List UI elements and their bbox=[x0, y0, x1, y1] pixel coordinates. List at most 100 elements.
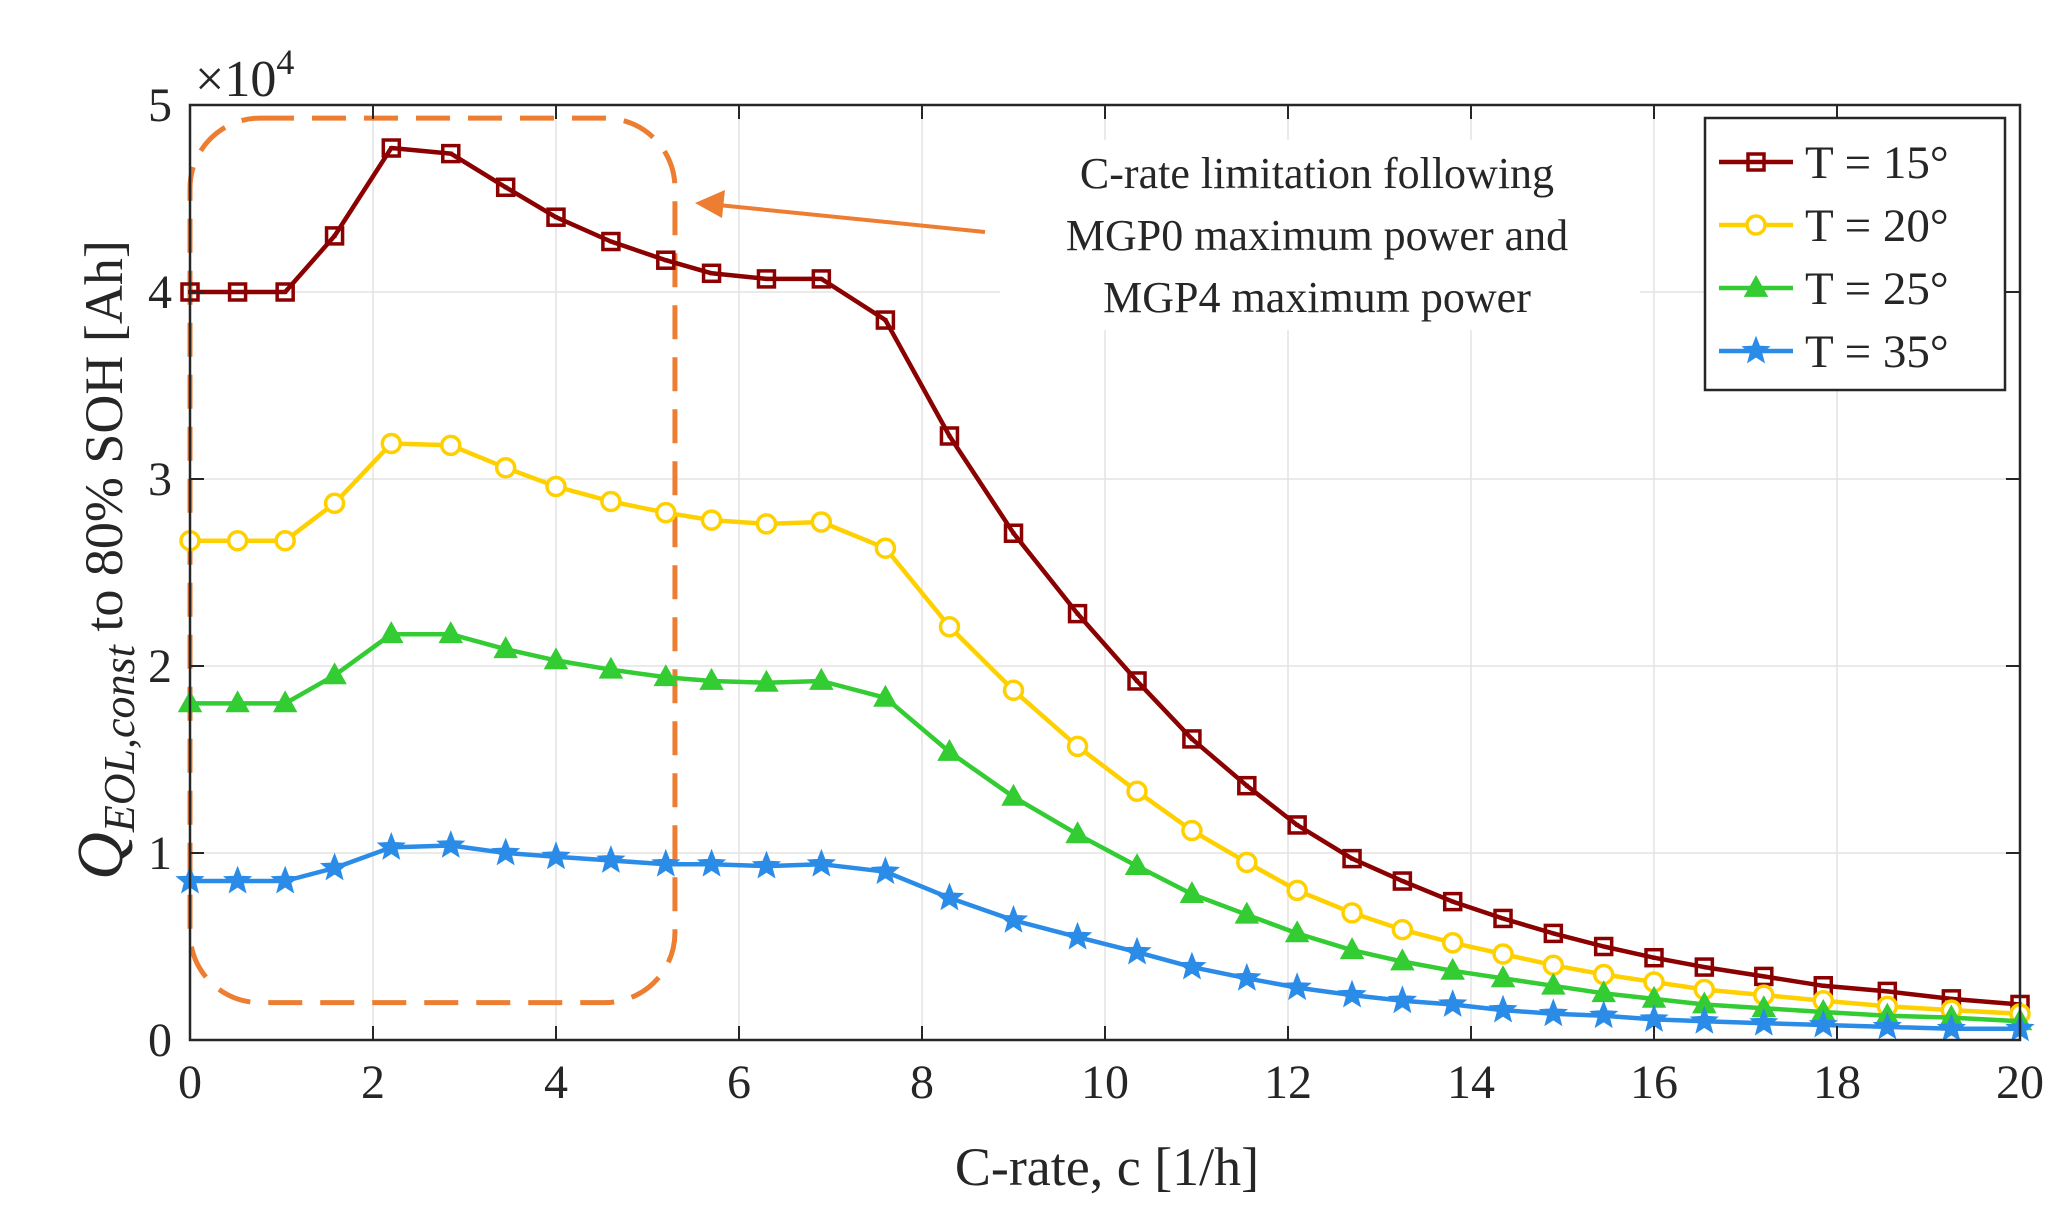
y-multiplier-base: ×10 bbox=[195, 51, 276, 108]
marker-square-dot bbox=[663, 258, 668, 263]
marker-square-dot bbox=[1295, 822, 1300, 827]
data-point bbox=[275, 282, 295, 302]
data-point bbox=[655, 501, 677, 524]
data-point bbox=[1644, 947, 1664, 968]
data-point bbox=[436, 830, 466, 858]
annotation-line-3: MGP4 maximum power bbox=[1103, 273, 1531, 322]
marker-square-dot bbox=[709, 271, 714, 276]
series-line bbox=[190, 843, 2020, 1032]
data-point bbox=[870, 856, 901, 885]
data-point bbox=[495, 177, 516, 198]
data-point bbox=[1286, 879, 1308, 902]
data-point bbox=[1689, 1005, 1719, 1034]
legend: T = 15° T = 20° T = 25° T = 35° bbox=[1703, 116, 2007, 392]
data-point bbox=[1122, 936, 1152, 965]
marker-square bbox=[227, 282, 248, 302]
legend-swatch-marker bbox=[1743, 274, 1769, 297]
legend-label: T = 15° bbox=[1805, 137, 1949, 189]
data-point bbox=[1490, 965, 1516, 988]
marker-square-dot bbox=[389, 146, 394, 151]
marker-square bbox=[324, 226, 345, 246]
marker-square bbox=[1287, 815, 1307, 835]
data-point bbox=[541, 841, 571, 870]
marker-square bbox=[441, 143, 461, 164]
data-point bbox=[1392, 871, 1413, 891]
data-point bbox=[806, 848, 837, 877]
x-tick-label: 20 bbox=[1996, 1056, 2044, 1109]
data-point bbox=[1589, 1000, 1619, 1029]
series-line bbox=[190, 441, 2021, 1017]
marker-square-dot bbox=[947, 433, 952, 438]
data-point bbox=[651, 848, 681, 877]
data-point bbox=[938, 615, 961, 638]
annotation-line-2: MGP0 maximum power and bbox=[1066, 211, 1568, 260]
data-point bbox=[1003, 523, 1024, 543]
data-point bbox=[272, 690, 298, 713]
data-point bbox=[324, 226, 345, 246]
marker-square-dot bbox=[1011, 531, 1016, 536]
annotation-arrow-shaft bbox=[717, 203, 986, 234]
y-multiplier-exponent: 4 bbox=[276, 42, 294, 82]
data-point bbox=[1339, 937, 1365, 960]
marker-square bbox=[1392, 871, 1413, 891]
data-point bbox=[1493, 908, 1513, 929]
marker-square-dot bbox=[1885, 989, 1890, 994]
marker-square bbox=[1442, 891, 1463, 912]
marker-square-dot bbox=[1761, 974, 1766, 979]
data-point bbox=[1639, 1003, 1669, 1032]
marker-square bbox=[381, 138, 402, 158]
marker-square bbox=[875, 310, 896, 330]
data-point bbox=[226, 529, 249, 552]
legend-item: T = 15° bbox=[1719, 137, 1949, 189]
data-point bbox=[873, 684, 898, 707]
data-point bbox=[1936, 1013, 1967, 1042]
y-tick-label: 4 bbox=[148, 266, 172, 319]
annotation-background bbox=[1000, 140, 1640, 330]
data-point bbox=[1066, 735, 1089, 758]
data-point bbox=[1067, 603, 1088, 624]
series-line bbox=[190, 631, 2021, 1024]
annotation-arrow-head bbox=[695, 190, 725, 218]
y-tick-label: 5 bbox=[148, 79, 172, 132]
data-point bbox=[699, 667, 724, 690]
data-point bbox=[1441, 932, 1464, 954]
data-point bbox=[494, 457, 517, 479]
annotation: C-rate limitation following MGP0 maximum… bbox=[695, 140, 1640, 330]
marker-square bbox=[1746, 152, 1766, 172]
data-point bbox=[811, 269, 832, 289]
x-tick-label: 12 bbox=[1264, 1056, 1312, 1109]
data-point bbox=[874, 537, 897, 559]
x-tick-label: 0 bbox=[178, 1056, 202, 1109]
data-point bbox=[1232, 962, 1262, 991]
data-point bbox=[1337, 979, 1367, 1008]
data-point bbox=[1124, 853, 1150, 875]
data-point bbox=[1488, 994, 1518, 1023]
data-point bbox=[543, 647, 569, 670]
data-point bbox=[270, 865, 300, 894]
data-point bbox=[441, 143, 461, 164]
marker-square-dot bbox=[1551, 931, 1556, 936]
legend-label: T = 35° bbox=[1805, 326, 1949, 378]
x-axis-label: C-rate, c [1/h] bbox=[955, 1137, 1259, 1197]
data-point bbox=[875, 310, 896, 330]
legend-item: T = 35° bbox=[1719, 326, 1949, 378]
data-point bbox=[491, 837, 521, 866]
marker-square-dot bbox=[1949, 996, 1954, 1001]
data-point bbox=[227, 282, 248, 302]
legend-swatch-marker bbox=[1745, 214, 1767, 236]
x-tick-label: 6 bbox=[727, 1056, 751, 1109]
data-point bbox=[546, 207, 566, 227]
data-point bbox=[438, 621, 464, 644]
data-point bbox=[323, 492, 346, 515]
data-point bbox=[598, 656, 624, 679]
data-point bbox=[1749, 1007, 1779, 1036]
marker-square bbox=[656, 250, 676, 270]
marker-square-dot bbox=[235, 290, 240, 294]
marker-square-dot bbox=[1135, 678, 1140, 683]
data-point bbox=[1808, 1009, 1838, 1038]
data-point bbox=[1538, 998, 1569, 1027]
marker-square bbox=[546, 207, 566, 227]
marker-square bbox=[1593, 936, 1614, 957]
y-axis-label-suffix: to 80% SOH [Ah] bbox=[74, 240, 134, 645]
